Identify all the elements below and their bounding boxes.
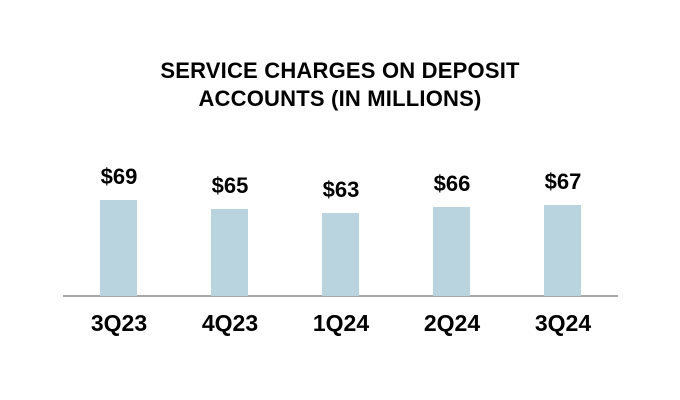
bar-value-label-3Q24: $67 [544,169,582,194]
bar-value-label-2Q24: $66 [433,171,471,196]
chart-title: SERVICE CHARGES ON DEPOSIT ACCOUNTS (IN … [0,57,680,113]
x-tick-label-1Q24: 1Q24 [312,310,370,336]
bar-value-label-1Q24: $63 [322,177,360,202]
bar-4Q23 [211,209,248,296]
bar-value-label-4Q23: $65 [211,173,249,198]
bar-2Q24 [433,207,470,296]
x-axis-line [63,295,618,297]
x-tick-label-4Q23: 4Q23 [201,310,259,336]
chart-title-line-2: ACCOUNTS (IN MILLIONS) [198,86,482,111]
bar-3Q24 [544,205,581,296]
x-tick-label-2Q24: 2Q24 [423,310,481,336]
x-tick-label-3Q23: 3Q23 [90,310,148,336]
bar-value-label-3Q23: $69 [100,164,138,189]
bar-3Q23 [100,200,137,296]
bar-1Q24 [322,213,359,296]
x-tick-label-3Q24: 3Q24 [534,310,592,336]
chart-title-line-1: SERVICE CHARGES ON DEPOSIT [160,58,520,83]
